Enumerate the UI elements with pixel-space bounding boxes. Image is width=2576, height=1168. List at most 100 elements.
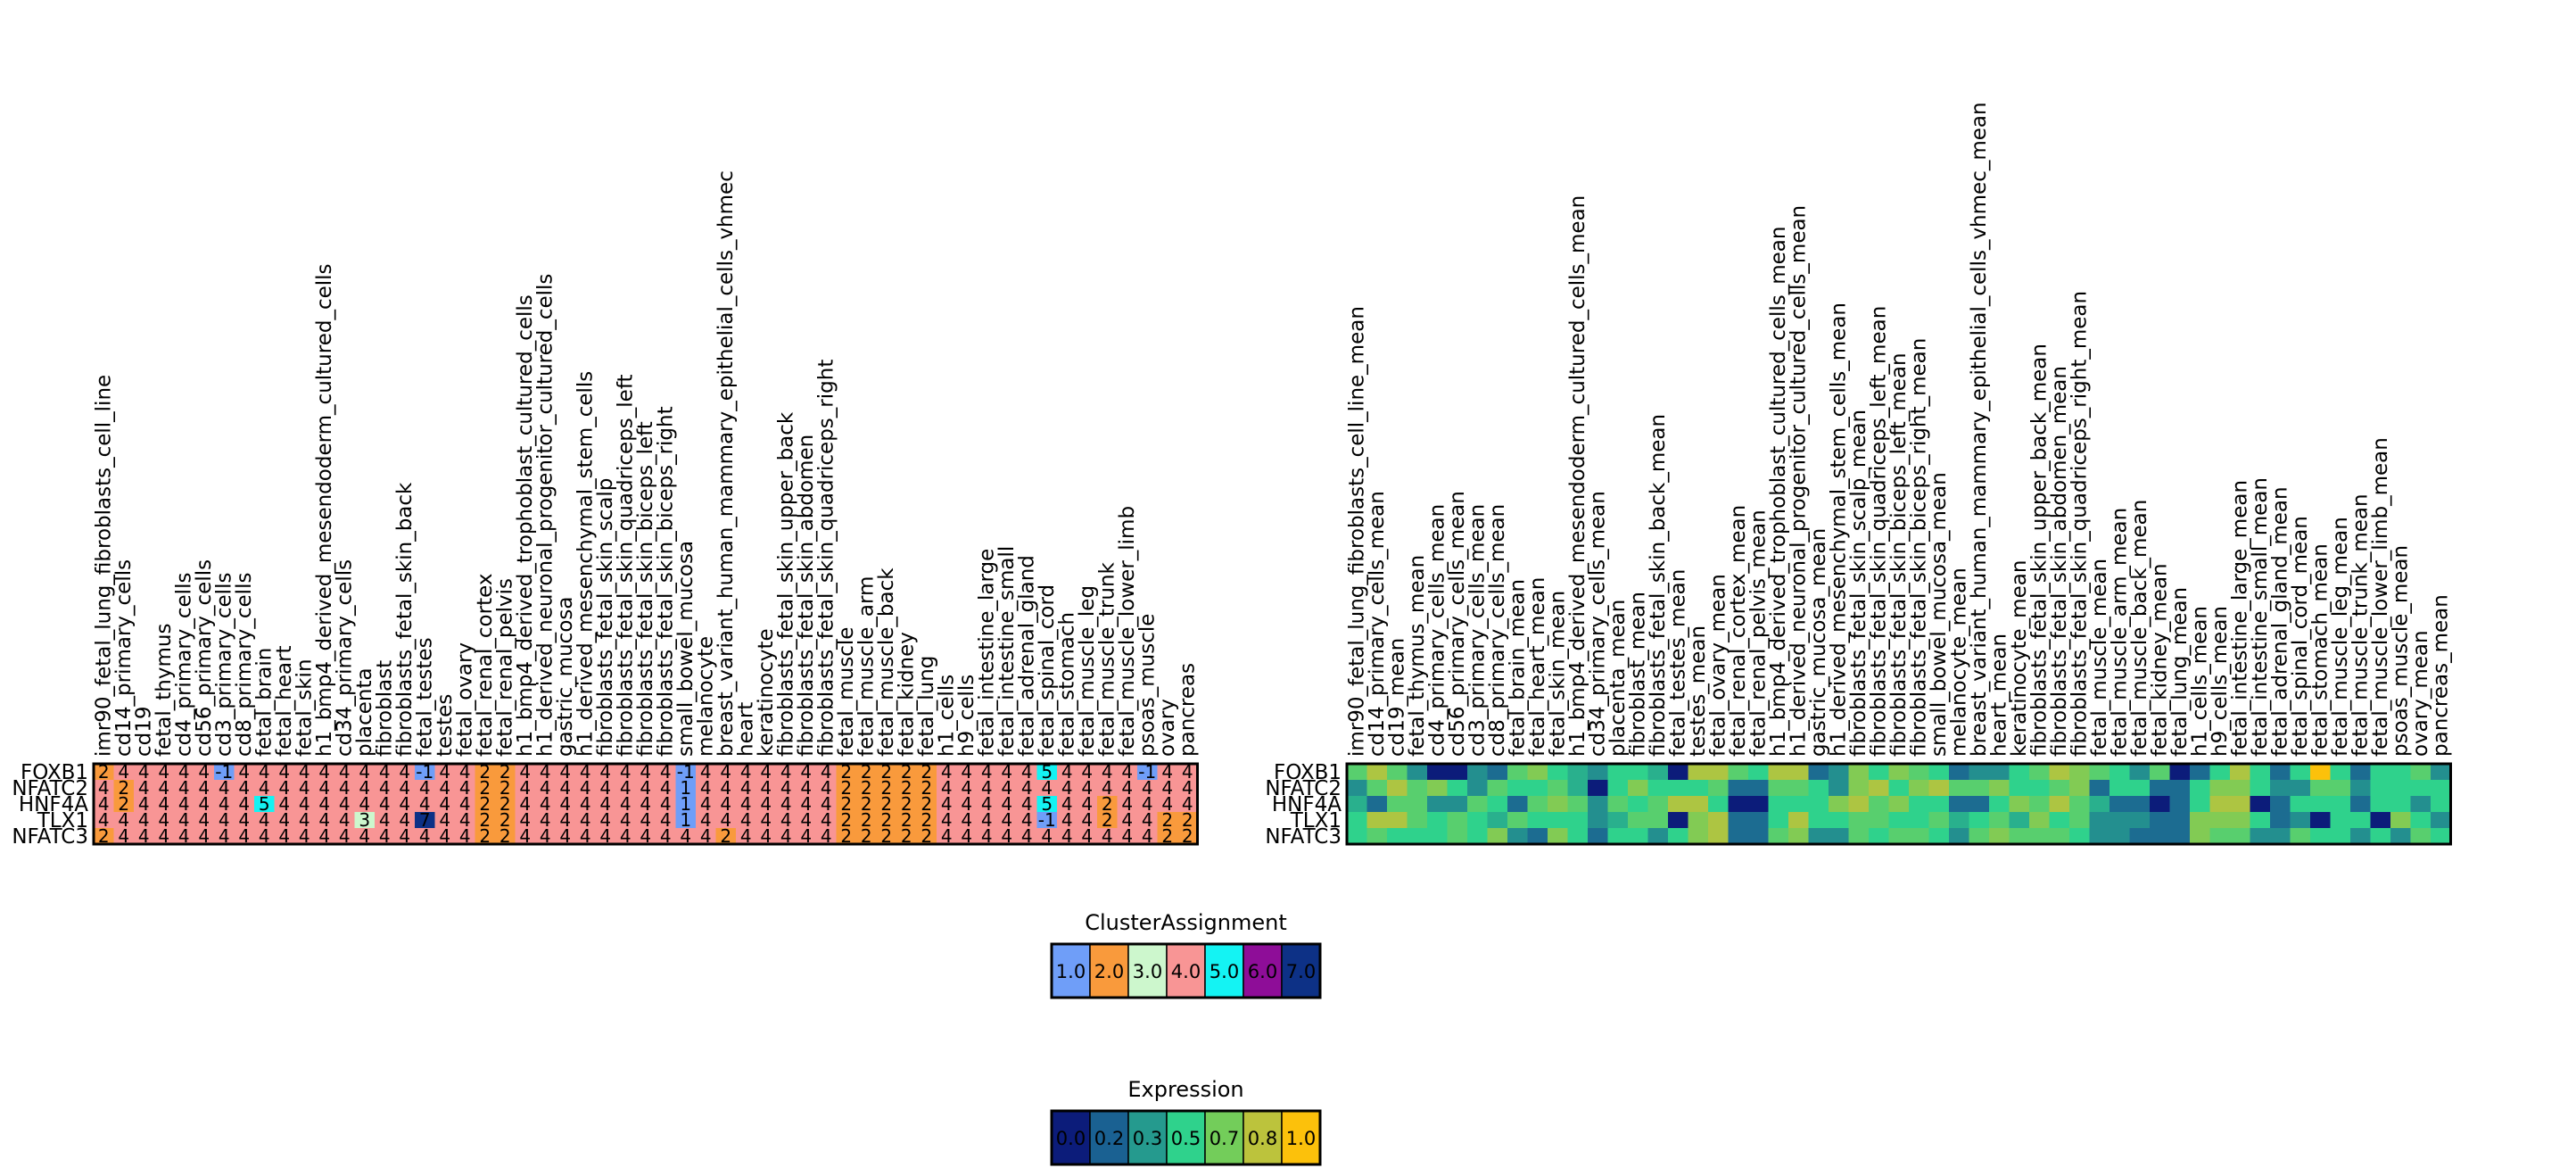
cell-value-label: 4: [158, 777, 169, 799]
heatmap-cell: [1829, 812, 1849, 829]
heatmap-cell: [194, 828, 215, 845]
cell-value-label: 2: [901, 793, 912, 815]
cell-value-label: 4: [339, 777, 351, 799]
cell-value-label: 4: [740, 761, 752, 783]
column-label: fetal_renal_pelvis: [493, 578, 516, 757]
cell-value-label: 4: [981, 809, 993, 831]
heatmap-cell: [575, 812, 596, 829]
heatmap-cell: [535, 764, 556, 781]
row-label: NFATC3: [1265, 825, 1342, 849]
cell-value-label: 4: [1061, 793, 1073, 815]
heatmap-cell: [1366, 828, 1388, 845]
column-label: melanocyte_mean: [1947, 567, 1970, 757]
cell-value-label: 2: [901, 777, 912, 799]
heatmap-cell: [796, 780, 817, 797]
heatmap-cell: [1347, 780, 1367, 797]
heatmap-cell: [2290, 796, 2311, 813]
heatmap-cell: [656, 764, 676, 781]
column-label: breast_variant_human_mammary_epithelial_…: [1968, 102, 1991, 757]
heatmap-cell: [2310, 764, 2331, 781]
heatmap-cell: [1869, 828, 1889, 845]
heatmap-cell: [1548, 812, 1568, 829]
row-label: FOXB1: [21, 761, 88, 784]
heatmap-cell: [1387, 828, 1408, 845]
heatmap-cell: [1928, 796, 1950, 813]
cell-value-label: 4: [1182, 761, 1193, 783]
heatmap-cell: [555, 812, 576, 829]
heatmap-cell: [1768, 764, 1789, 781]
heatmap-cell: [615, 796, 636, 813]
cell-value-label: 4: [278, 825, 290, 847]
heatmap-cell: [2049, 780, 2070, 797]
column-label: fetal_heart: [273, 645, 296, 757]
cell-value-label: -1: [1038, 809, 1056, 831]
heatmap-cell: [1407, 780, 1428, 797]
row-label: HNF4A: [1272, 793, 1342, 816]
legend-label: 0.2: [1094, 1128, 1124, 1149]
cell-value-label: 4: [559, 809, 571, 831]
heatmap-cell: [495, 764, 516, 781]
cell-value-label: 4: [599, 761, 611, 783]
cell-value-label: 4: [379, 809, 391, 831]
cell-value-label: 2: [1161, 825, 1173, 847]
heatmap-cell: [856, 812, 877, 829]
column-label: fibroblasts_fetal_skin_biceps_left: [634, 421, 657, 757]
cell-value-label: 4: [760, 825, 772, 847]
heatmap-cell: [675, 764, 697, 781]
heatmap-cell: [635, 780, 656, 797]
cell-value-label: 4: [800, 793, 812, 815]
heatmap-cell: [1117, 780, 1138, 797]
heatmap-cell: [2110, 828, 2130, 845]
heatmap-cell: [1688, 764, 1709, 781]
heatmap-cell: [1177, 780, 1198, 797]
column-label: cd56_primary_cells: [193, 559, 216, 757]
cell-value-label: 4: [961, 825, 972, 847]
cell-value-label: 4: [1121, 777, 1133, 799]
heatmap-cell: [1157, 796, 1178, 813]
cell-value-label: 4: [399, 809, 410, 831]
heatmap-cell: [755, 780, 777, 797]
heatmap-cell: [314, 828, 335, 845]
heatmap-cell: [2290, 828, 2311, 845]
cell-value-label: 4: [339, 793, 351, 815]
legend-label: 7.0: [1286, 961, 1316, 982]
heatmap-cell: [555, 764, 576, 781]
heatmap-cell: [1567, 828, 1589, 845]
heatmap-cell: [595, 812, 616, 829]
heatmap-cell: [1347, 764, 1367, 781]
heatmap-cell: [194, 780, 215, 797]
cell-value-label: 4: [399, 793, 410, 815]
heatmap-cell: [1768, 796, 1789, 813]
column-label: fibroblasts_fetal_skin_quadriceps_left: [614, 374, 637, 757]
heatmap-cell: [2290, 764, 2311, 781]
column-label: fibroblast: [373, 660, 396, 757]
cell-value-label: 4: [1142, 793, 1153, 815]
heatmap-cell: [996, 796, 1018, 813]
heatmap-cell: [2029, 796, 2050, 813]
cluster-assignment-heatmap: imr90_fetal_lung_fibroblasts_cell_linecd…: [12, 170, 1199, 849]
cell-value-label: 4: [720, 793, 731, 815]
heatmap-cell: [555, 780, 576, 797]
heatmap-cell: [394, 764, 416, 781]
heatmap-cell: [2110, 796, 2130, 813]
heatmap-cell: [535, 828, 556, 845]
cell-value-label: 2: [479, 793, 491, 815]
heatmap-cell: [2250, 812, 2271, 829]
heatmap-cell: [334, 796, 355, 813]
cell-value-label: 4: [981, 777, 993, 799]
legend-title: ClusterAssignment: [1085, 910, 1287, 935]
heatmap-cell: [1548, 828, 1568, 845]
heatmap-cell: [1137, 780, 1158, 797]
cell-value-label: 4: [821, 809, 832, 831]
cell-value-label: 4: [399, 761, 410, 783]
heatmap-cell: [2350, 764, 2371, 781]
column-label: h1_bmp4_derived_mesendoderm_cultured_cel…: [313, 263, 336, 757]
heatmap-cell: [1467, 780, 1488, 797]
heatmap-cell: [2270, 828, 2291, 845]
cell-value-label: 4: [278, 809, 290, 831]
heatmap-cell: [736, 780, 756, 797]
column-label: fetal_ovary_mean: [1706, 574, 1730, 757]
heatmap-cell: [1848, 764, 1870, 781]
heatmap-cell: [2390, 812, 2411, 829]
heatmap-cell: [896, 828, 917, 845]
